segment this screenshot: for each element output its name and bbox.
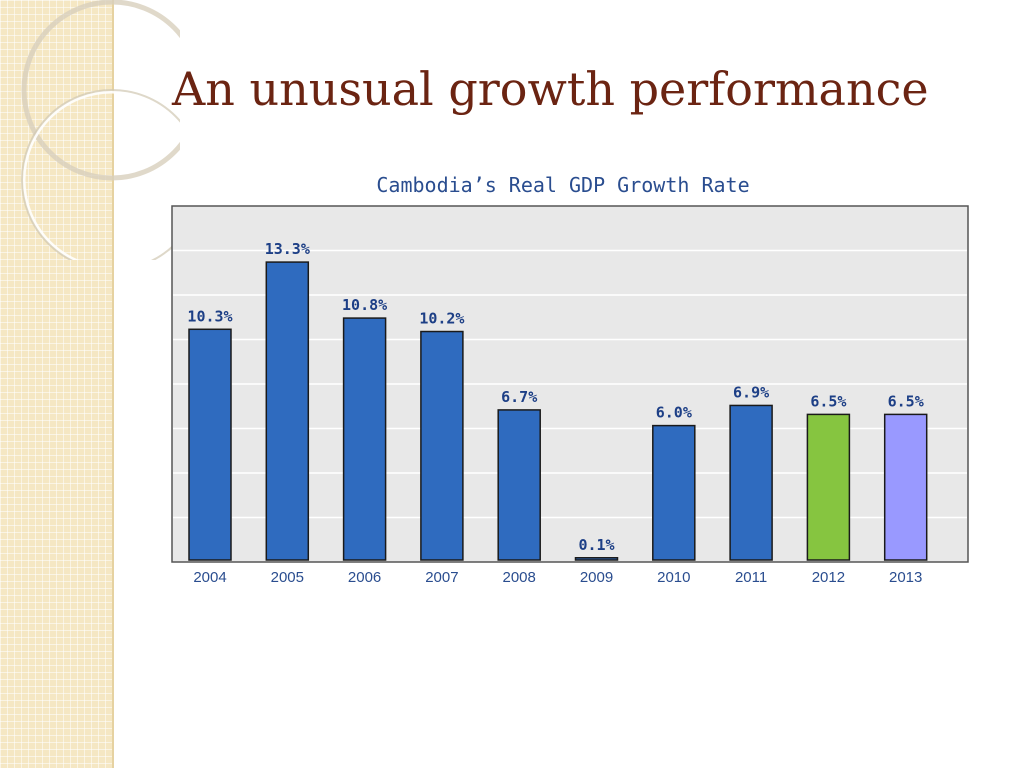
x-tick-2013: 2013	[889, 569, 922, 586]
bar-2012	[806, 413, 851, 561]
x-tick-2011: 2011	[735, 569, 767, 586]
data-label-2009: 0.1%	[578, 536, 614, 554]
x-tick-labels: 2004 2005 2006 2007 2008 2009 2010 2011 2012 2013	[193, 569, 922, 586]
data-label-2012: 6.5%	[810, 392, 846, 410]
data-label-2006: 10.8%	[342, 296, 387, 314]
data-label-2010: 6.0%	[656, 404, 692, 422]
data-label-2004: 10.3%	[187, 307, 232, 325]
x-tick-2006: 2006	[348, 569, 381, 586]
bar-2009	[574, 557, 619, 561]
x-tick-2010: 2010	[657, 569, 690, 586]
gdp-growth-chart: Cambodia’s Real GDP Growth Rate 10.3% 13.…	[160, 168, 980, 598]
data-label-2005: 13.3%	[265, 240, 310, 258]
data-label-2007: 10.2%	[419, 310, 464, 328]
bar-2007	[420, 330, 464, 561]
slide-title: An unusual growth performance	[172, 62, 929, 116]
bar-2006	[342, 317, 387, 561]
bars	[188, 261, 928, 561]
decorative-side-strip	[0, 0, 114, 768]
x-tick-2004: 2004	[193, 569, 226, 586]
bar-2005	[265, 261, 310, 561]
x-tick-2007: 2007	[425, 569, 458, 586]
chart-title: Cambodia’s Real GDP Growth Rate	[376, 173, 749, 197]
decorative-circles	[21, 0, 180, 260]
data-label-2008: 6.7%	[501, 388, 537, 406]
bar-2013	[883, 413, 928, 561]
bar-2011	[729, 404, 773, 561]
bar-2008	[497, 409, 541, 561]
chart-svg: Cambodia’s Real GDP Growth Rate 10.3% 13.…	[171, 173, 969, 586]
x-tick-2009: 2009	[580, 569, 613, 586]
x-tick-2008: 2008	[503, 569, 536, 586]
data-labels: 10.3% 13.3% 10.8% 10.2% 6.7% 0.1% 6.0% 6.9% 6.5%…	[187, 240, 923, 554]
data-label-2013: 6.5%	[888, 392, 924, 410]
data-label-2011: 6.9%	[733, 383, 769, 401]
x-tick-2012: 2012	[812, 569, 845, 586]
bar-2010	[652, 424, 696, 561]
bar-2004	[188, 328, 232, 561]
x-tick-2005: 2005	[271, 569, 304, 586]
